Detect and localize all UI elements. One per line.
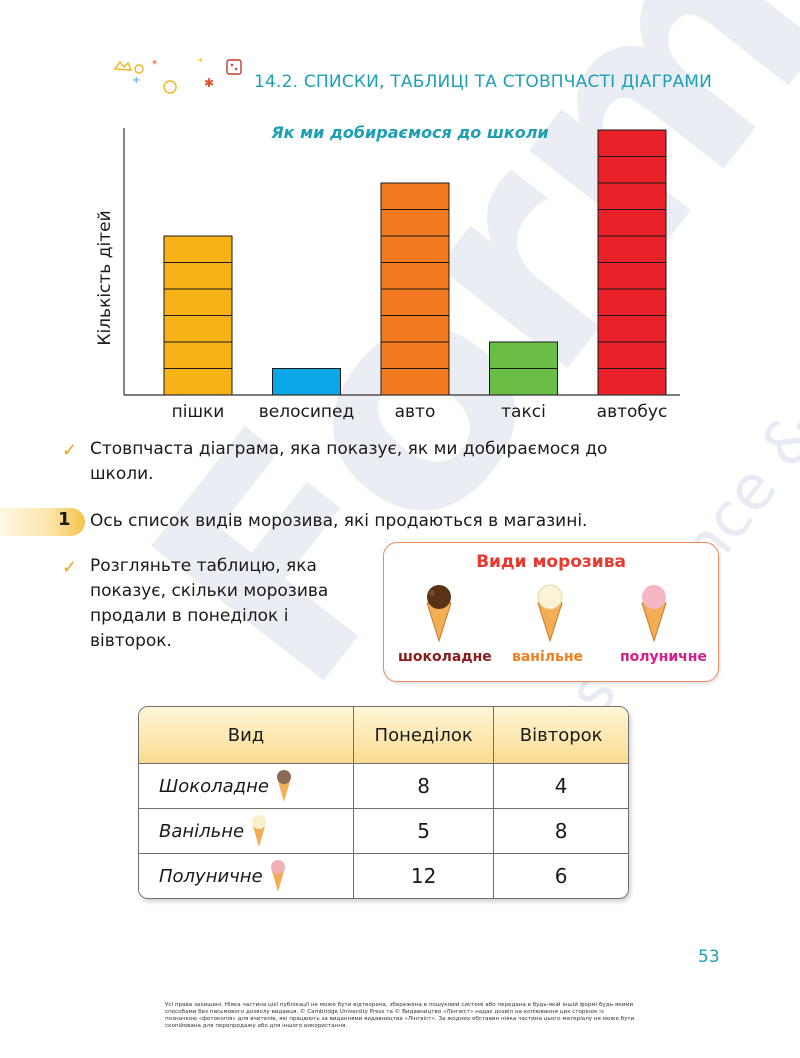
section-title: 14.2. СПИСКИ, ТАБЛИЦІ ТА СТОВПЧАСТІ ДІАГ… (254, 72, 713, 92)
x-tick-label: таксі (501, 402, 546, 422)
x-tick-label: авто (395, 402, 436, 422)
ice-card-title: Види морозива (476, 552, 626, 572)
bar-4 (597, 129, 667, 396)
bar-unit (489, 368, 558, 396)
bar-unit (272, 368, 341, 396)
monday-cell: 8 (353, 764, 495, 809)
bar-unit (597, 262, 667, 290)
x-tick-label: автобус (597, 402, 668, 422)
vanilla-ice-cream-icon (252, 815, 267, 847)
vanilla-label: ванільне (512, 649, 584, 665)
strawberry-ice-cream-icon (641, 585, 667, 643)
task-badge (0, 508, 85, 536)
bar-unit (489, 341, 558, 369)
transport-bar-chart: Як ми добираємося до школи Кількість діт… (95, 123, 680, 422)
bar-unit (380, 182, 450, 210)
vanilla-ice-cream-icon (537, 584, 563, 643)
bar-unit (597, 129, 667, 157)
strawberry-ice-cream-icon (270, 860, 285, 892)
bar-unit (597, 182, 667, 210)
tuesday-cell: 4 (494, 764, 628, 809)
kind-label: Полуничне (159, 865, 263, 887)
table-intro: Розгляньте таблицю, яка показує, скільки… (90, 556, 329, 651)
bar-unit (597, 288, 667, 316)
bar-unit (597, 209, 667, 237)
header-monday: Понеділок (353, 707, 495, 764)
x-tick-label: пішки (172, 402, 225, 422)
bar-unit (163, 368, 233, 396)
check-mark-icon: ✓ (62, 440, 78, 461)
row-kind-cell: Ванільне (139, 809, 354, 854)
bar-unit (163, 262, 233, 290)
table-row: Шоколадне 8 4 (139, 764, 628, 809)
bar-unit (380, 235, 450, 263)
bar-unit (163, 288, 233, 316)
bar-unit (597, 341, 667, 369)
tuesday-cell: 6 (494, 854, 628, 898)
ice-cream-sales-table: Вид Понеділок Вівторок Шоколадне 8 4 Ван… (138, 706, 629, 899)
monday-cell: 5 (353, 809, 495, 854)
bar-3 (489, 341, 558, 396)
chocolate-label: шоколадне (398, 649, 492, 665)
bar-0 (163, 235, 233, 396)
chocolate-ice-cream-icon (276, 770, 291, 802)
bar-unit (597, 235, 667, 263)
page-number: 53 (698, 947, 720, 967)
bar-unit (597, 368, 667, 396)
row-kind-cell: Полуничне (139, 854, 354, 898)
header-kind: Вид (139, 707, 354, 764)
table-header-row: Вид Понеділок Вівторок (139, 707, 628, 764)
tuesday-cell: 8 (494, 809, 628, 854)
table-row: Ванільне 5 8 (139, 809, 628, 854)
bar-unit (597, 156, 667, 184)
table-row: Полуничне 12 6 (139, 854, 628, 898)
bar-unit (380, 341, 450, 369)
bar-unit (380, 209, 450, 237)
bar-unit (380, 315, 450, 343)
bar-unit (380, 288, 450, 316)
strawberry-label: полуничне (620, 649, 707, 665)
chart-caption: Стовпчаста діаграма, яка показує, як ми … (90, 439, 608, 484)
kind-label: Шоколадне (159, 775, 269, 797)
bar-unit (163, 315, 233, 343)
svg-text:*: * (152, 59, 157, 70)
svg-text:*: * (198, 57, 203, 68)
task-text: Ось список видів морозива, які продаютьс… (90, 511, 588, 531)
monday-cell: 12 (353, 854, 495, 898)
bar-unit (380, 368, 450, 396)
x-tick-label: велосипед (259, 402, 354, 422)
chart-title: Як ми добираємося до школи (270, 123, 548, 142)
bar-unit (163, 235, 233, 263)
ice-cream-types-card: Види морозива шоколадне ванільне полунич… (383, 542, 719, 682)
chart-y-label: Кількість дітей (95, 210, 115, 345)
header-tuesday: Вівторок (494, 707, 628, 764)
header-decoration-icon: * + * ✱ (113, 57, 242, 94)
row-kind-cell: Шоколадне (139, 764, 354, 809)
chocolate-ice-cream-icon (426, 585, 452, 643)
kind-label: Ванільне (159, 820, 245, 842)
bar-unit (163, 341, 233, 369)
bar-unit (380, 262, 450, 290)
svg-text:+: + (132, 75, 140, 86)
svg-text:✱: ✱ (204, 76, 214, 90)
copyright-footer: Усі права захищені. Ніяка частина цієї п… (165, 1002, 635, 1029)
task-number: 1 (58, 509, 71, 530)
check-mark-icon: ✓ (62, 557, 78, 578)
bar-unit (597, 315, 667, 343)
bar-2 (380, 182, 450, 396)
bar-1 (272, 368, 341, 396)
